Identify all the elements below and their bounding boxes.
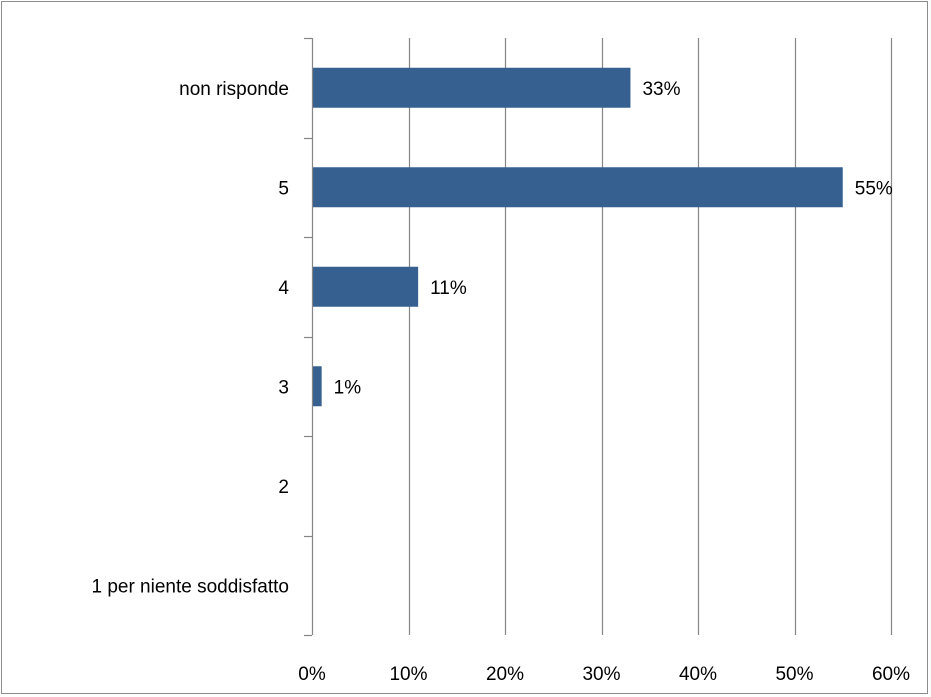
data-label: 11% <box>430 278 467 299</box>
data-label: 1% <box>334 377 362 398</box>
x-tick-label: 20% <box>486 664 524 685</box>
axes <box>304 37 314 637</box>
x-tick-label: 10% <box>389 664 427 685</box>
x-tick-label: 30% <box>582 664 620 685</box>
category-label: 5 <box>278 178 289 199</box>
category-label: 4 <box>278 278 289 299</box>
gridlines <box>408 38 893 635</box>
x-tick-label: 50% <box>775 664 813 685</box>
data-label: 55% <box>855 178 893 199</box>
labels: 0% 10% 20% 30% 40% 50% 60% non risponde 33% 5 55% 4… <box>91 79 910 685</box>
bar <box>312 366 322 407</box>
bar <box>312 67 631 108</box>
bar <box>312 266 419 307</box>
x-tick-label: 60% <box>872 664 910 685</box>
category-label: 2 <box>278 477 289 498</box>
x-tick-label: 40% <box>679 664 717 685</box>
data-label: 33% <box>642 79 680 100</box>
category-label: non risponde <box>179 79 289 100</box>
bar <box>312 167 843 208</box>
category-label: 3 <box>278 377 289 398</box>
bars <box>312 67 843 407</box>
x-tick-label: 0% <box>298 664 326 685</box>
category-label: 1 per niente soddisfatto <box>91 576 289 597</box>
